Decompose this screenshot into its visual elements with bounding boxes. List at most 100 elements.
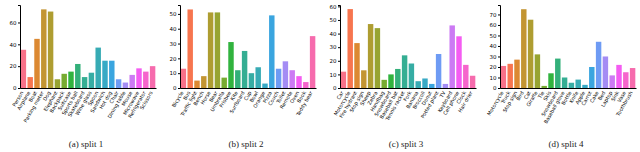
tick-mark xyxy=(178,73,180,74)
tick-label: 0 xyxy=(493,85,497,91)
bar xyxy=(375,28,380,88)
tick-label: Surfboard xyxy=(228,90,246,114)
y-axis: 0102030405060 xyxy=(330,4,341,92)
tick-label: Tennis racket xyxy=(384,90,406,122)
tick: Stop sign xyxy=(501,88,519,114)
tick-label: 30 xyxy=(170,41,177,47)
bar xyxy=(55,79,60,88)
caption: (c) split 3 xyxy=(389,139,424,149)
bar xyxy=(283,61,288,88)
axis-line xyxy=(181,88,317,89)
y-axis: 0204060 xyxy=(10,6,21,92)
bar xyxy=(402,55,407,88)
bar xyxy=(623,72,628,88)
bar xyxy=(575,80,580,88)
tick: 40 xyxy=(490,43,501,49)
bar xyxy=(143,72,148,88)
tick: 10 xyxy=(170,70,181,76)
axis-line xyxy=(498,6,501,89)
bar xyxy=(415,81,420,88)
bar xyxy=(228,42,233,88)
tick-label: 10 xyxy=(330,72,337,78)
bar xyxy=(388,74,393,88)
tick-mark xyxy=(338,34,340,35)
tick: Parking meter xyxy=(22,88,46,124)
bar xyxy=(354,43,359,88)
tick: 30 xyxy=(170,41,181,47)
y-axis: 01020304050 xyxy=(170,6,181,92)
caption: (b) split 2 xyxy=(229,139,264,149)
bar xyxy=(569,83,574,88)
tick-label: 0 xyxy=(173,85,177,91)
bar xyxy=(603,56,608,88)
bar xyxy=(21,50,26,88)
tick: 20 xyxy=(330,58,341,64)
bar xyxy=(102,61,107,88)
bar xyxy=(123,83,128,88)
tick-label: 30 xyxy=(490,54,497,60)
bar xyxy=(409,64,414,88)
tick: Teddy bear xyxy=(294,88,315,118)
bar xyxy=(630,68,635,88)
tick-label: 20 xyxy=(170,56,177,62)
bar xyxy=(548,73,553,88)
bar xyxy=(249,73,254,88)
bar xyxy=(449,25,454,88)
tick-label: 0 xyxy=(333,85,337,91)
tick: 20 xyxy=(170,56,181,62)
bar xyxy=(48,12,53,88)
tick-label: 0 xyxy=(13,85,17,91)
tick-label: 20 xyxy=(330,58,337,64)
bar xyxy=(456,36,461,88)
tick: 50 xyxy=(330,17,341,23)
tick-label: 70 xyxy=(490,12,497,18)
x-axis: PersonAirplaneBoatParking meterDogElepha… xyxy=(11,88,157,124)
tick: Scissors xyxy=(138,88,154,111)
tick: 50 xyxy=(490,33,501,39)
bar xyxy=(514,60,519,88)
tick-mark xyxy=(338,61,340,62)
bar xyxy=(201,76,206,88)
tick-mark xyxy=(178,58,180,59)
tick-label: 50 xyxy=(490,33,497,39)
bar xyxy=(235,70,240,88)
bar xyxy=(61,74,66,88)
bars xyxy=(501,9,636,88)
bar xyxy=(589,67,594,88)
bar xyxy=(181,69,186,88)
bar xyxy=(463,65,468,88)
tick-mark xyxy=(178,14,180,15)
bar xyxy=(136,68,141,88)
figure: 0 20 40 60 PersonAirplaneBoatParking meterDo… xyxy=(0,0,640,152)
tick: Hair drier xyxy=(457,88,474,113)
tick-mark xyxy=(498,35,500,36)
tick-label: 10 xyxy=(490,75,497,81)
caption: (d) split 4 xyxy=(549,139,584,149)
tick-label: 40 xyxy=(490,43,497,49)
tick: Potted plant xyxy=(419,88,440,120)
tick-mark xyxy=(338,74,340,75)
bars xyxy=(21,9,156,88)
bars xyxy=(341,9,476,88)
tick-label: 10 xyxy=(170,70,177,76)
bar xyxy=(41,9,46,88)
panel: 0102030405060CarMotorcycleFire hydrantSt… xyxy=(330,4,477,149)
panel: 01020304050BicycleBusTraffic lightBenchH… xyxy=(170,6,317,150)
tick-label: 60 xyxy=(330,4,337,10)
bar xyxy=(116,79,121,88)
tick: 10 xyxy=(330,72,341,78)
tick-mark xyxy=(498,56,500,57)
tick-mark xyxy=(338,88,340,89)
axis-line xyxy=(338,6,341,89)
bar xyxy=(535,54,540,88)
tick-mark xyxy=(498,88,500,89)
bar xyxy=(269,15,274,88)
bar xyxy=(242,51,247,88)
bar xyxy=(95,48,100,88)
tick-mark xyxy=(178,88,180,89)
tick: 40 xyxy=(330,31,341,37)
tick-label: 20 xyxy=(10,63,17,69)
tick-label: Toothbrush xyxy=(614,90,634,118)
bar xyxy=(255,67,260,88)
bar xyxy=(528,20,533,88)
